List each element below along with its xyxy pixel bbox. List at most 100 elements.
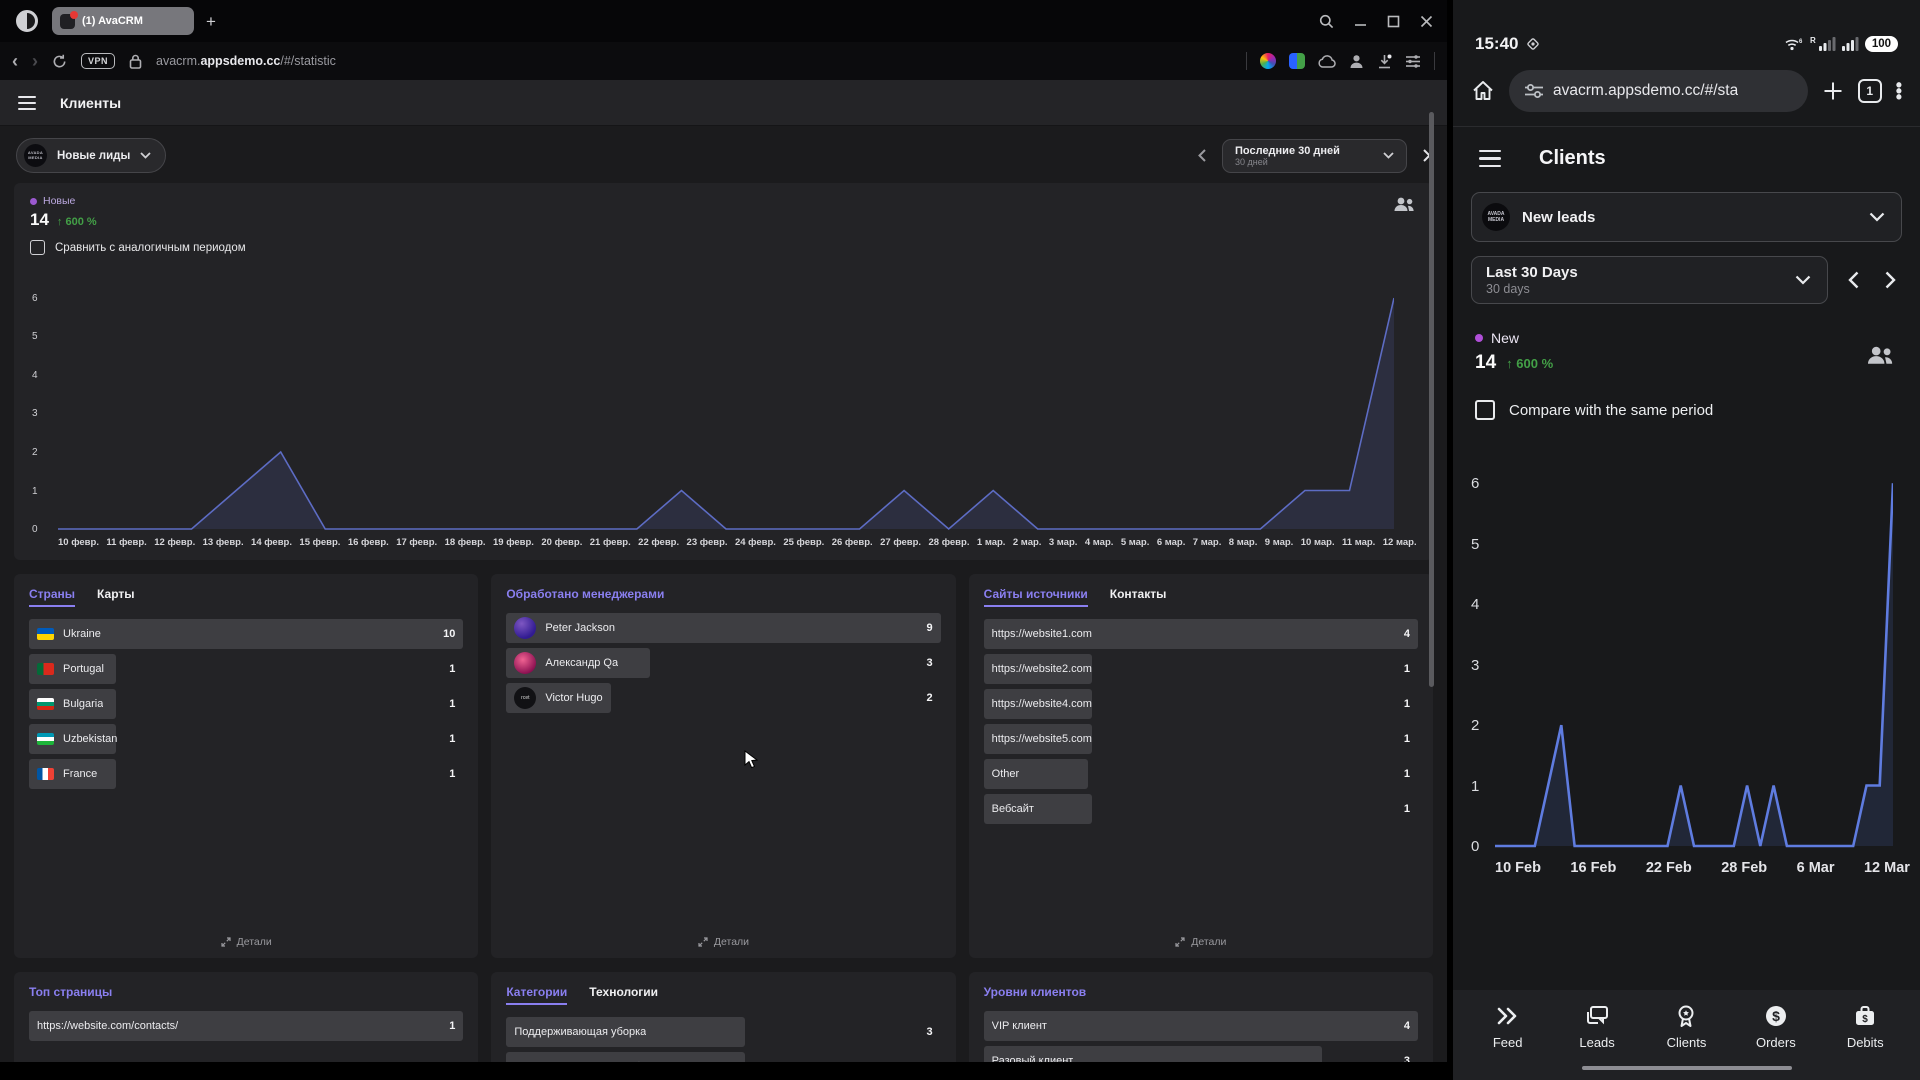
signal-icon-2 (1842, 37, 1859, 51)
browser-logo-icon[interactable] (16, 10, 38, 32)
list-item[interactable]: Other1 (984, 759, 1418, 789)
x-tick-label: 11 февр. (106, 537, 146, 548)
lock-icon[interactable] (129, 54, 142, 69)
details-link[interactable]: Детали (1175, 926, 1226, 948)
phone-status-bar: 15:40 6 R 100 (1453, 0, 1920, 60)
uzbekistan-flag-icon (37, 733, 54, 745)
people-icon[interactable] (1866, 346, 1894, 365)
nav-item-leads[interactable]: Leads (1562, 1004, 1632, 1050)
search-icon[interactable] (1319, 14, 1334, 29)
period-selector[interactable]: Last 30 Days 30 days (1471, 256, 1828, 304)
panel-tab-1[interactable]: Технологии (589, 985, 658, 1005)
x-tick-label: 13 февр. (203, 537, 244, 548)
people-icon[interactable] (1393, 197, 1415, 212)
compare-checkbox[interactable] (30, 240, 45, 255)
list-item[interactable]: Uzbekistan1 (29, 724, 463, 754)
x-tick-label: 6 мар. (1157, 537, 1186, 548)
row-label: Специализированная уборка (514, 1061, 663, 1062)
new-tab-icon[interactable] (1822, 80, 1844, 102)
y-tick-label: 3 (32, 408, 38, 419)
list-item[interactable]: VIP клиент4 (984, 1011, 1418, 1041)
nav-item-orders[interactable]: $Orders (1741, 1004, 1811, 1050)
list-item[interactable]: https://website2.com1 (984, 654, 1418, 684)
y-tick-label: 5 (1471, 536, 1479, 553)
stats-panels-row-2: Топ страницыhttps://website.com/contacts… (14, 972, 1433, 1062)
panel-header: Сайты источники Контакты (969, 587, 1433, 619)
row-value: 1 (449, 698, 455, 710)
list-item[interactable]: https://website4.com1 (984, 689, 1418, 719)
vpn-badge[interactable]: VPN (81, 53, 115, 69)
browser-menu-icon[interactable]: ••• (1896, 82, 1902, 101)
panel-tab-1[interactable]: Контакты (1110, 587, 1167, 607)
list-item[interactable]: Специализированная уборка3 (506, 1052, 940, 1062)
settings-lines-icon[interactable] (1405, 55, 1421, 68)
extension-translate-icon[interactable] (1289, 53, 1305, 69)
home-indicator[interactable] (1582, 1066, 1792, 1070)
url-bar[interactable]: avacrm.appsdemo.cc/#/statistic (156, 54, 1232, 68)
menu-icon[interactable] (1479, 150, 1501, 167)
page-scrollbar[interactable] (1429, 112, 1434, 687)
list-item[interactable]: Bulgaria1 (29, 689, 463, 719)
cloud-icon[interactable] (1318, 55, 1336, 68)
new-leads-count: 14 (30, 210, 49, 230)
list-item[interactable]: https://website.com/contacts/1 (29, 1011, 463, 1041)
nav-item-clients[interactable]: Clients (1651, 1004, 1721, 1050)
menu-icon[interactable] (18, 96, 36, 110)
tab-switcher[interactable]: 1 (1858, 79, 1882, 103)
home-icon[interactable] (1471, 79, 1495, 103)
list-item[interactable]: Portugal1 (29, 654, 463, 684)
previous-period-button[interactable] (1842, 265, 1865, 295)
nav-item-feed[interactable]: Feed (1473, 1004, 1543, 1050)
browser-tab[interactable]: (1) AvaCRM (52, 7, 194, 35)
list-item[interactable]: Вебсайт1 (984, 794, 1418, 824)
list-item[interactable]: Ukraine10 (29, 619, 463, 649)
maximize-icon[interactable] (1387, 15, 1400, 28)
compare-checkbox[interactable] (1475, 400, 1495, 420)
list-item[interactable]: rcetVictor Hugo2 (506, 683, 940, 713)
x-tick-label: 15 февр. (299, 537, 340, 548)
reload-button[interactable] (52, 54, 67, 69)
board-selector[interactable]: AVADA MEDIA Новые лиды (16, 138, 166, 173)
list-item[interactable]: Разовый клиент3 (984, 1046, 1418, 1062)
new-tab-button[interactable]: + (206, 13, 216, 30)
clock: 15:40 (1475, 34, 1518, 54)
nav-item-debits[interactable]: $Debits (1830, 1004, 1900, 1050)
panel-tab-0[interactable]: Категории (506, 985, 567, 1005)
y-tick-label: 5 (32, 331, 38, 342)
list-item[interactable]: https://website1.com4 (984, 619, 1418, 649)
list-item[interactable]: France1 (29, 759, 463, 789)
france-flag-icon (37, 768, 54, 780)
list-item[interactable]: https://website5.com1 (984, 724, 1418, 754)
row-label: https://website2.com (992, 663, 1092, 675)
forward-button[interactable]: › (32, 52, 38, 70)
list-item[interactable]: Peter Jackson9 (506, 613, 940, 643)
extension-color-wheel-icon[interactable] (1260, 53, 1276, 69)
next-period-button[interactable] (1879, 265, 1902, 295)
panel-tabs: Сайты источники Контакты (984, 587, 1167, 607)
minimize-icon[interactable] (1354, 15, 1367, 28)
row-label: Peter Jackson (545, 622, 615, 634)
previous-period-button[interactable] (1198, 149, 1206, 162)
list-item[interactable]: Александр Qa3 (506, 648, 940, 678)
x-tick-label: 24 февр. (735, 537, 776, 548)
phone-url-bar[interactable]: avacrm.appsdemo.cc/#/sta (1509, 70, 1808, 112)
profile-icon[interactable] (1349, 54, 1364, 69)
phone-app-header: Clients (1453, 127, 1920, 186)
list-item[interactable]: Поддерживающая уборка3 (506, 1017, 940, 1047)
row-value: 3 (1404, 1055, 1410, 1062)
panel-tab-0[interactable]: Страны (29, 587, 75, 607)
row-label: https://website.com/contacts/ (37, 1020, 178, 1032)
panel-tab-0[interactable]: Сайты источники (984, 587, 1088, 607)
back-button[interactable]: ‹ (12, 52, 18, 70)
phone-bottom-nav: Feed Leads Clients $Orders $Debits (1453, 990, 1920, 1080)
details-link[interactable]: Детали (698, 926, 749, 948)
row-value: 3 (927, 1026, 933, 1038)
details-link[interactable]: Детали (221, 926, 272, 948)
board-selector[interactable]: AVADA MEDIA New leads (1471, 192, 1902, 242)
downloads-icon[interactable] (1377, 54, 1392, 69)
close-icon[interactable] (1420, 15, 1433, 28)
x-tick-label: 19 февр. (493, 537, 534, 548)
panel-tab-1[interactable]: Карты (97, 587, 134, 607)
period-selector[interactable]: Последние 30 дней 30 дней (1222, 139, 1407, 173)
panel-title: Уровни клиентов (984, 985, 1087, 999)
